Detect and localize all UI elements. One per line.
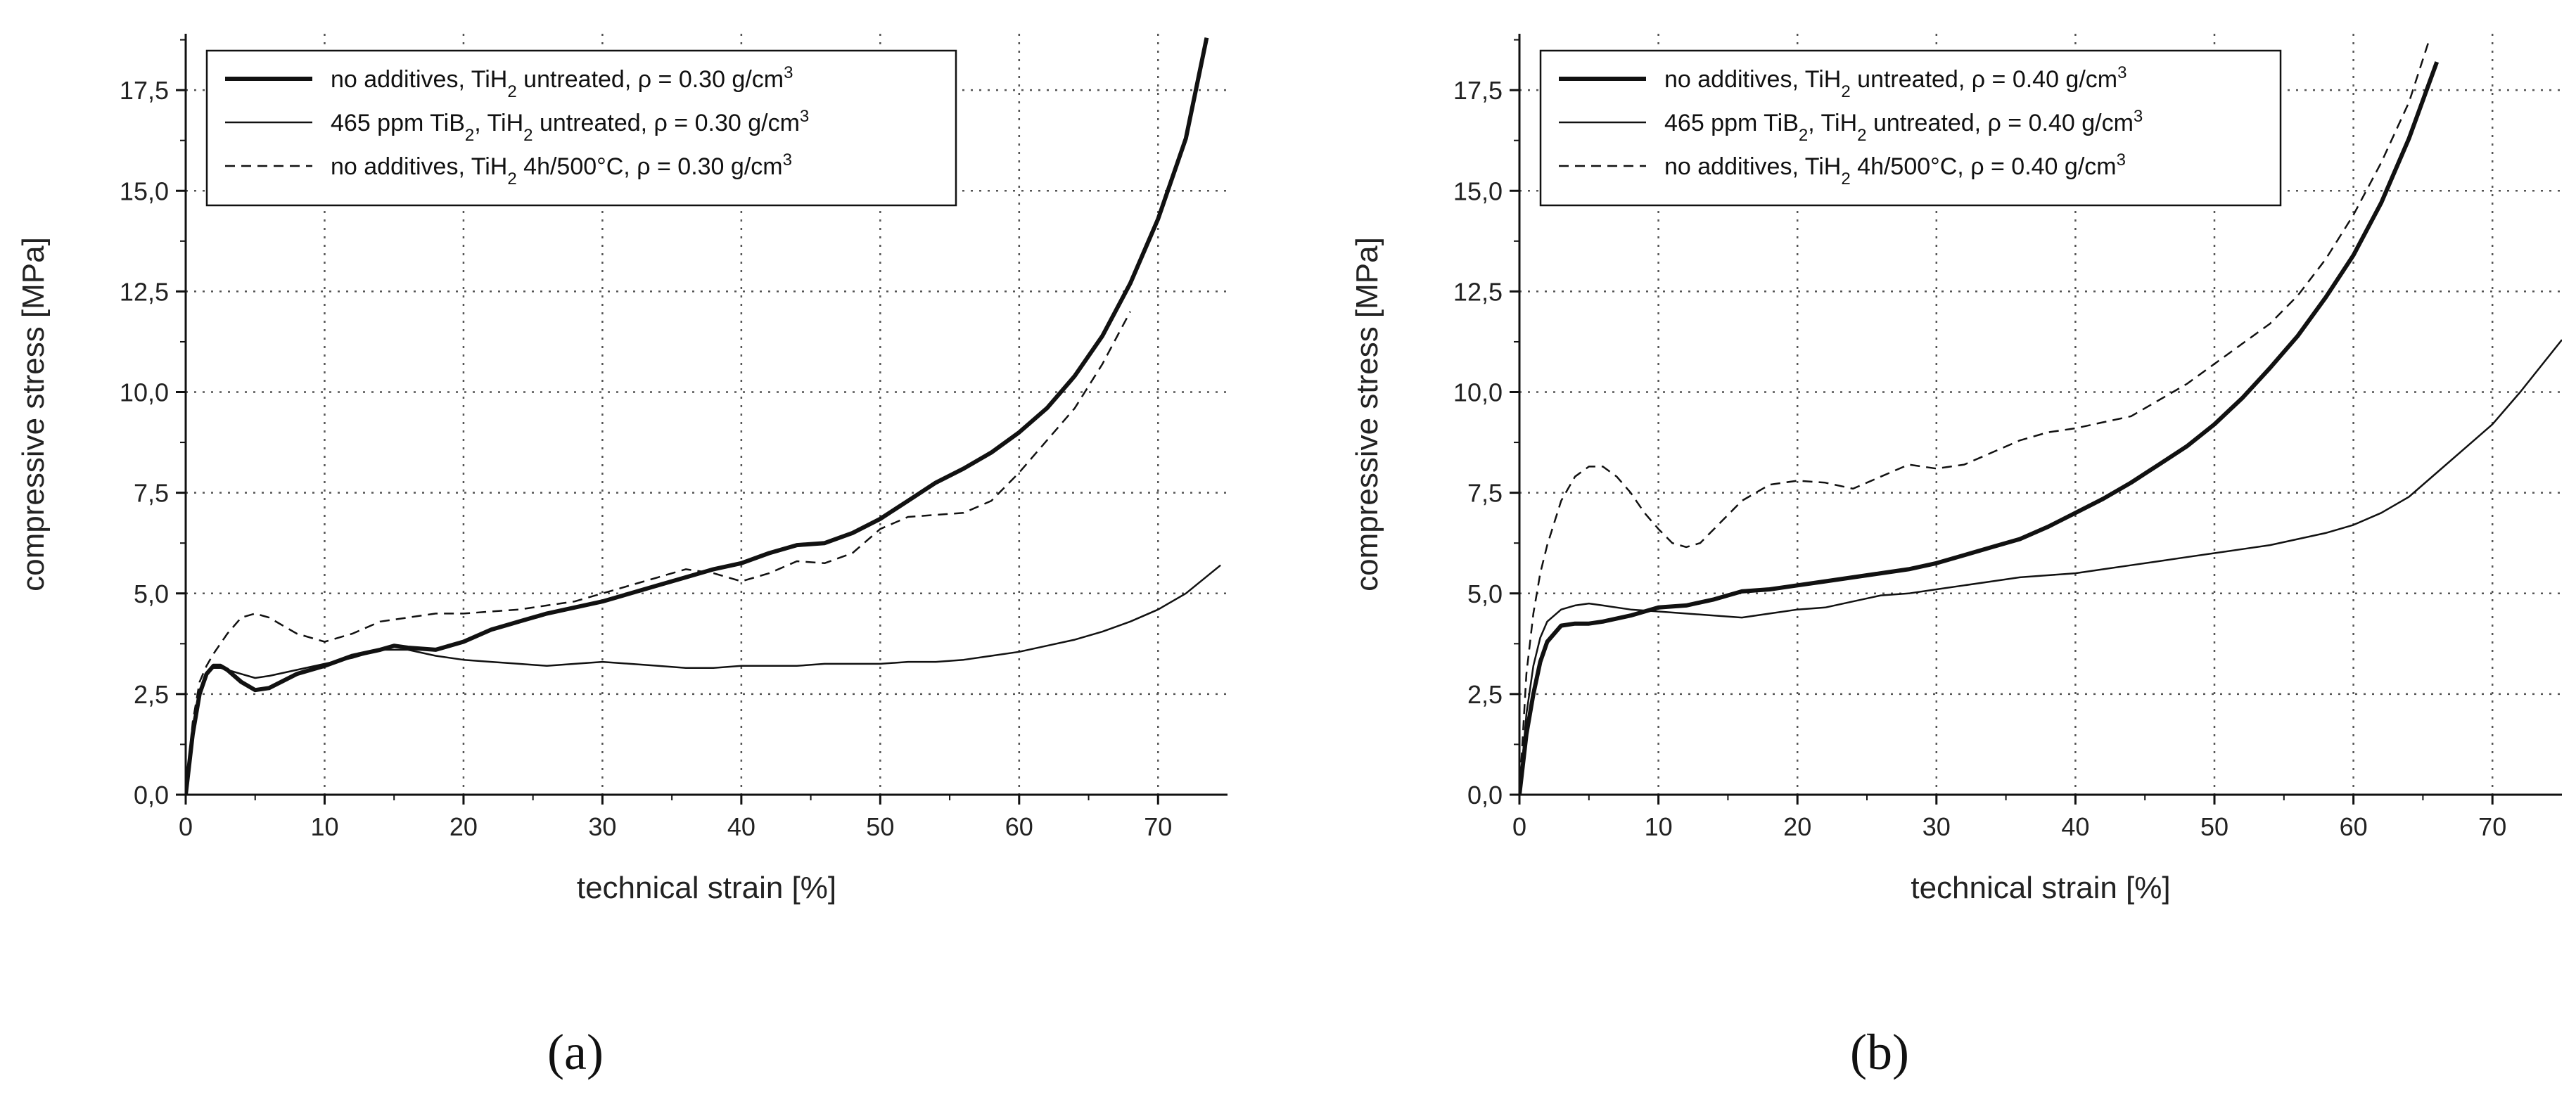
charta-y-tick-label-4: 10,0 — [120, 378, 169, 407]
charta-x-tick-label-3: 30 — [588, 812, 616, 841]
chartb-x-tick-label-6: 60 — [2340, 812, 2368, 841]
chartb-legend-entry-1: 465 ppm TiB2, TiH2 untreated, ρ = 0.40 g… — [1664, 107, 2143, 145]
chartb-x-tick-label-5: 50 — [2200, 812, 2229, 841]
charta-x-tick-label-6: 60 — [1005, 812, 1033, 841]
chartb-x-tick-label-1: 10 — [1645, 812, 1673, 841]
charta-series-line-1 — [186, 564, 1221, 795]
chartb-y-axis-label: compressive stress [MPa] — [1350, 237, 1384, 591]
chartb-y-tick-label-2: 5,0 — [1467, 580, 1503, 608]
chartb-y-tick-label-5: 12,5 — [1453, 277, 1503, 306]
charta-y-tick-label-0: 0,0 — [134, 781, 169, 809]
chartb-x-tick-label-4: 40 — [2061, 812, 2089, 841]
chartb-y-tick-label-0: 0,0 — [1467, 781, 1503, 809]
chartb-legend-entry-2: no additives, TiH2 4h/500°C, ρ = 0.40 g/… — [1664, 151, 2126, 188]
charta-x-tick-label-1: 10 — [310, 812, 338, 841]
chartb-x-tick-label-2: 20 — [1783, 812, 1811, 841]
charta-legend-entry-0: no additives, TiH2 untreated, ρ = 0.30 g… — [331, 63, 793, 101]
chartb-y-tick-label-4: 10,0 — [1453, 378, 1503, 407]
chart-panel-b: 0 10 20 30 40 50 60 70 0,0 2,5 5,0 7,5 10,0 12,5 15,0 1… — [1350, 34, 2562, 1080]
charta-y-tick-label-2: 5,0 — [134, 580, 169, 608]
chartb-series-line-1 — [1519, 339, 2562, 795]
charta-x-tick-label-4: 40 — [727, 812, 755, 841]
charta-legend-entry-1: 465 ppm TiB2, TiH2 untreated, ρ = 0.30 g… — [331, 107, 809, 145]
charta-x-tick-label-0: 0 — [179, 812, 193, 841]
charta-series-line-2 — [186, 311, 1131, 795]
charta-x-tick-label-7: 70 — [1144, 812, 1172, 841]
charta-y-tick-label-7: 17,5 — [120, 76, 169, 105]
charta-x-tick-label-2: 20 — [449, 812, 478, 841]
charta-x-axis-label: technical strain [%] — [577, 871, 836, 905]
chartb-y-tick-label-6: 15,0 — [1453, 177, 1503, 205]
chartb-series-line-2 — [1519, 37, 2431, 795]
chartb-panel-label: (b) — [1850, 1024, 1909, 1080]
charta-panel-label: (a) — [547, 1024, 604, 1080]
chartb-y-tick-label-3: 7,5 — [1467, 479, 1503, 508]
chartb-y-tick-label-7: 17,5 — [1453, 76, 1503, 105]
charta-y-axis-label: compressive stress [MPa] — [16, 237, 51, 591]
charta-x-tick-label-5: 50 — [866, 812, 894, 841]
chart-panel-a: 0 10 20 30 40 50 60 70 0,0 2,5 5,0 7,5 10,0 12,5 15,0 1… — [16, 34, 1228, 1080]
charta-legend-entry-2: no additives, TiH2 4h/500°C, ρ = 0.30 g/… — [331, 151, 792, 188]
chartb-series-line-0 — [1519, 61, 2440, 795]
chartb-y-tick-label-1: 2,5 — [1467, 680, 1503, 709]
charta-legend-box — [205, 49, 957, 207]
charta-y-tick-label-1: 2,5 — [134, 680, 169, 709]
chartb-x-tick-label-7: 70 — [2478, 812, 2506, 841]
chartb-x-tick-label-3: 30 — [1923, 812, 1951, 841]
chartb-legend-box — [1539, 49, 2282, 207]
chartb-x-tick-label-0: 0 — [1512, 812, 1526, 841]
charta-series-line-0 — [186, 37, 1209, 795]
charta-y-tick-label-6: 15,0 — [120, 177, 169, 205]
chartb-legend-entry-0: no additives, TiH2 untreated, ρ = 0.40 g… — [1664, 63, 2127, 101]
chartb-x-axis-label: technical strain [%] — [1911, 871, 2170, 905]
charta-y-tick-label-5: 12,5 — [120, 277, 169, 306]
charta-y-tick-label-3: 7,5 — [134, 479, 169, 508]
